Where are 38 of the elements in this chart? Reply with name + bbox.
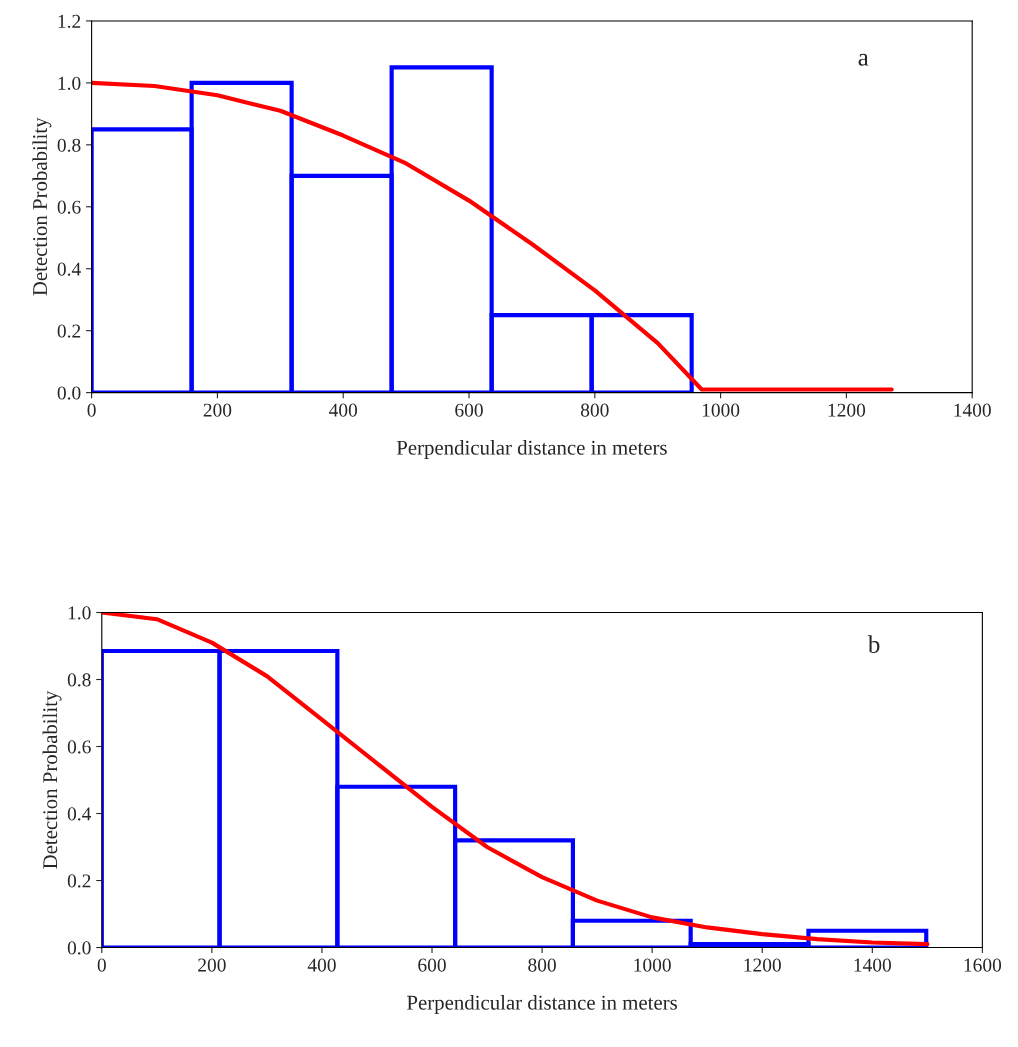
y-tick-label: 0.6 bbox=[57, 200, 81, 214]
y-tick-label: 1.2 bbox=[58, 14, 81, 28]
y-tick-label: 1.0 bbox=[68, 606, 91, 620]
x-tick-label: 1400 bbox=[854, 958, 891, 972]
x-axis-title: Perpendicular distance in meters bbox=[396, 440, 667, 460]
y-tick-label: 1.0 bbox=[58, 76, 81, 90]
x-tick-label: 200 bbox=[203, 403, 232, 417]
annotation: a bbox=[858, 53, 869, 66]
y-tick-label: 0.8 bbox=[57, 138, 81, 152]
y-tick-label: 0.0 bbox=[57, 386, 81, 400]
y-tick-label: 0.4 bbox=[67, 807, 92, 821]
y-tick-label: 0.2 bbox=[67, 874, 91, 888]
y-axis-title: Detection Probability bbox=[32, 117, 52, 296]
line-series bbox=[91, 80, 894, 392]
line-series bbox=[101, 612, 930, 947]
x-tick-label: 200 bbox=[198, 958, 226, 972]
x-tick-label: 1200 bbox=[744, 958, 781, 972]
y-tick-label: 0.8 bbox=[67, 673, 91, 687]
x-tick-label: 1000 bbox=[634, 958, 671, 972]
x-tick-label: 1000 bbox=[702, 403, 740, 417]
x-tick-label: 1200 bbox=[828, 403, 866, 417]
x-tick-label: 600 bbox=[455, 403, 483, 417]
x-tick-label: 400 bbox=[329, 403, 358, 417]
x-axis-title: Perpendicular distance in meters bbox=[407, 995, 677, 1014]
x-tick-label: 400 bbox=[307, 958, 336, 972]
x-tick-label: 0 bbox=[97, 958, 106, 972]
x-tick-label: 600 bbox=[418, 958, 446, 972]
x-tick-label: 800 bbox=[528, 958, 556, 972]
x-tick-label: 1600 bbox=[964, 958, 1002, 972]
x-tick-label: 0 bbox=[87, 403, 96, 417]
y-axis-title: Detection Probability bbox=[42, 690, 62, 869]
y-tick-label: 0.2 bbox=[57, 324, 81, 338]
y-tick-label: 0.4 bbox=[57, 262, 81, 276]
y-tick-label: 0.0 bbox=[67, 941, 91, 955]
annotation: b bbox=[867, 635, 880, 653]
x-tick-label: 800 bbox=[580, 403, 609, 417]
x-tick-label: 1400 bbox=[954, 403, 991, 417]
y-tick-label: 0.6 bbox=[67, 740, 91, 754]
